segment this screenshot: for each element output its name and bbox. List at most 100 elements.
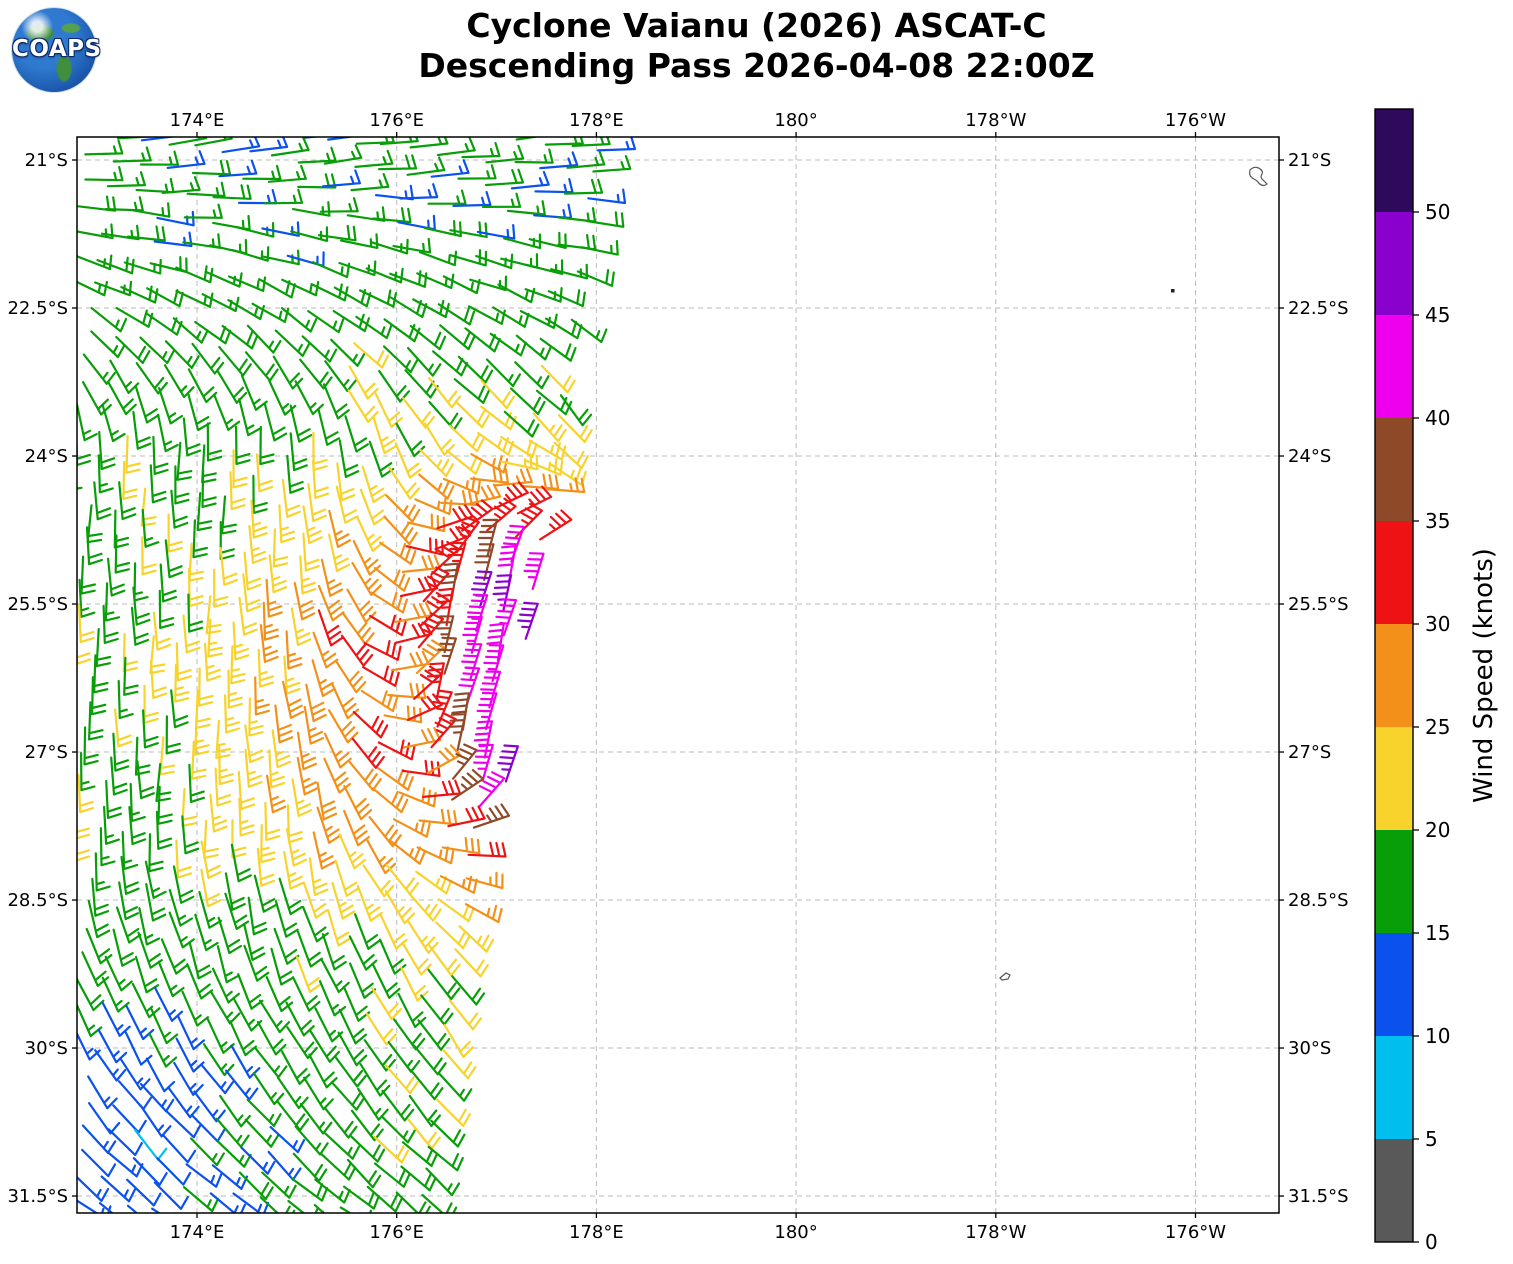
wind-barb	[98, 1202, 114, 1213]
wind-barb	[515, 334, 552, 361]
wind-barb	[585, 211, 625, 228]
wind-barb	[553, 441, 589, 470]
wind-barb	[90, 330, 126, 359]
wind-barb	[394, 601, 433, 623]
wind-barb	[514, 361, 550, 390]
wind-barb	[187, 393, 211, 432]
wind-barb	[109, 359, 140, 394]
wind-barb	[102, 604, 119, 644]
wind-barb	[442, 476, 481, 495]
wind-barb	[101, 976, 130, 1013]
wind-barb	[322, 383, 350, 420]
wind-barb	[563, 178, 604, 195]
wind-barb	[81, 1124, 117, 1154]
wind-barb	[85, 927, 113, 965]
wind-barb	[317, 584, 345, 622]
wind-barb	[420, 591, 450, 627]
wind-barb	[354, 149, 394, 168]
wind-barb	[389, 270, 428, 288]
wind-barb	[510, 387, 546, 415]
wind-barb	[272, 528, 289, 568]
wind-barb	[354, 913, 381, 950]
wind-barb	[528, 439, 567, 461]
wind-barb	[394, 442, 422, 479]
wind-barb	[516, 485, 553, 515]
wind-barb	[440, 562, 459, 602]
wind-barb	[186, 181, 226, 198]
wind-barb	[330, 1081, 365, 1111]
colorbar-tick-label: 40	[1425, 406, 1450, 430]
wind-barb	[145, 312, 183, 336]
colorbar-axis-label: Wind Speed (knots)	[1469, 548, 1499, 803]
wind-barb	[264, 801, 281, 842]
wind-barb	[221, 137, 261, 154]
wind-barb	[483, 644, 505, 682]
wind-barb	[370, 986, 402, 1021]
wind-barb	[503, 410, 540, 438]
wind-barb	[454, 400, 490, 429]
wind-barb	[211, 967, 240, 1004]
islet-dot	[1171, 289, 1175, 293]
coaps-logo: COAPS	[12, 8, 101, 92]
wind-barb	[409, 324, 447, 351]
wind-barb	[355, 315, 393, 340]
wind-barb	[252, 474, 268, 514]
wind-barb	[282, 680, 305, 719]
wind-barb	[87, 1075, 118, 1110]
wind-barb	[348, 760, 382, 792]
wind-barb	[232, 1192, 270, 1213]
wind-barb	[281, 478, 301, 518]
wind-barb	[211, 1164, 249, 1190]
wind-barb	[299, 1102, 333, 1135]
wind-barb	[320, 558, 344, 597]
wind-barb	[352, 540, 382, 576]
wind-barb	[437, 1072, 473, 1102]
wind-barb	[185, 1163, 223, 1188]
wind-barb	[247, 896, 268, 936]
plot-border	[76, 136, 1280, 1214]
wind-barb	[261, 1171, 297, 1199]
wind-barb	[107, 557, 126, 597]
wind-barb	[253, 874, 277, 913]
wind-barb	[486, 358, 521, 388]
wind-barb	[270, 947, 295, 986]
islet-outline	[999, 972, 1011, 981]
wind-barb	[439, 324, 476, 351]
colorbar-border	[1374, 108, 1414, 1243]
wind-barb	[477, 518, 499, 557]
wind-barb	[506, 200, 546, 216]
wind-barb	[373, 566, 411, 592]
wind-barb	[415, 639, 445, 675]
wind-barb	[249, 137, 289, 153]
wind-barb	[478, 771, 506, 808]
wind-barb	[93, 481, 112, 521]
wind-barb	[132, 410, 152, 450]
wind-barb	[176, 441, 193, 481]
x-tick-label-top: 176°E	[369, 110, 424, 131]
wind-barb	[112, 732, 130, 772]
colorbar-tick-label: 20	[1425, 818, 1450, 842]
wind-barb	[267, 1150, 302, 1181]
wind-barb	[385, 494, 421, 523]
wind-barb	[140, 137, 178, 142]
wind-barb	[432, 350, 469, 377]
wind-barb	[347, 389, 379, 423]
wind-barb	[296, 731, 317, 771]
wind-barb	[285, 828, 308, 867]
wind-barb	[268, 554, 288, 594]
wind-barb	[196, 492, 213, 532]
colorbar-segment	[1375, 521, 1413, 624]
wind-barb	[407, 347, 442, 377]
y-tick-label-left: 25.5°S	[7, 594, 68, 615]
wind-barb	[373, 1162, 411, 1188]
wind-barb	[124, 1030, 153, 1066]
wind-barb	[378, 938, 407, 975]
wind-barb	[115, 307, 154, 328]
wind-barb	[303, 137, 321, 139]
wind-barb	[230, 843, 252, 883]
wind-barb	[500, 453, 539, 471]
wind-barb	[362, 665, 400, 687]
wind-barb	[274, 900, 299, 938]
wind-barb	[106, 171, 146, 188]
wind-barb	[303, 705, 325, 745]
